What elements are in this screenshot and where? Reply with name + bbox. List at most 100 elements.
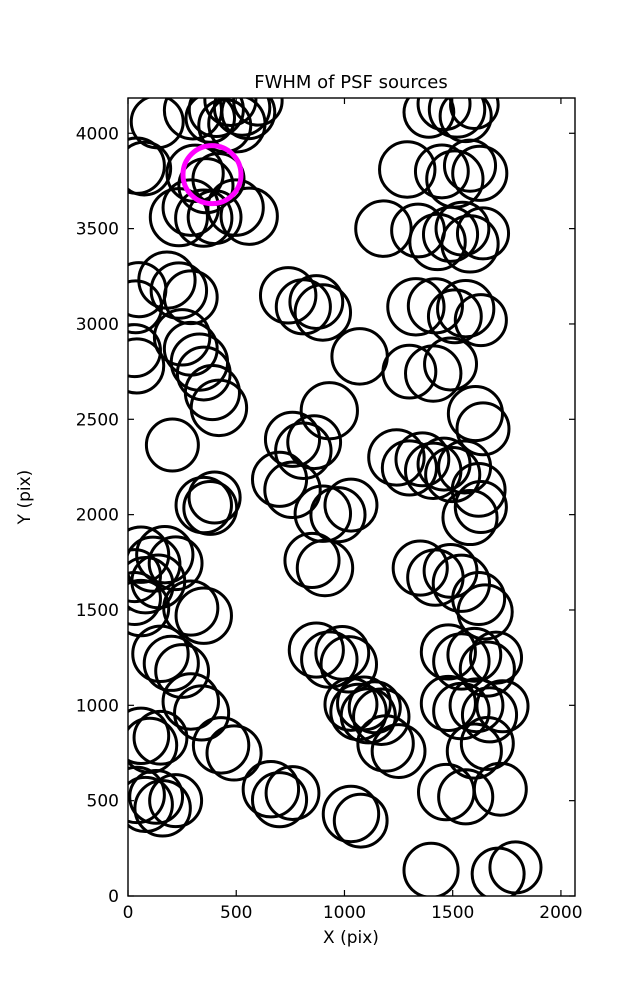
source-marker[interactable] xyxy=(191,716,251,775)
source-marker[interactable] xyxy=(378,140,437,199)
source-marker[interactable] xyxy=(332,792,389,849)
source-marker[interactable] xyxy=(174,188,234,248)
source-marker[interactable] xyxy=(206,178,265,237)
source-marker[interactable] xyxy=(459,715,515,771)
source-marker[interactable] xyxy=(456,583,514,641)
source-marker[interactable] xyxy=(402,87,456,139)
source-marker[interactable] xyxy=(113,706,171,766)
source-marker[interactable] xyxy=(402,841,460,897)
source-marker[interactable] xyxy=(207,96,267,154)
source-marker[interactable] xyxy=(468,630,524,685)
source-marker[interactable] xyxy=(287,621,345,679)
source-marker[interactable] xyxy=(367,428,426,487)
source-marker[interactable] xyxy=(356,714,415,773)
source-marker[interactable] xyxy=(352,687,411,746)
source-marker[interactable] xyxy=(380,439,438,497)
source-marker[interactable] xyxy=(109,571,162,627)
source-marker[interactable] xyxy=(436,279,496,339)
source-marker[interactable] xyxy=(109,765,166,825)
source-marker[interactable] xyxy=(154,643,211,699)
source-marker[interactable] xyxy=(434,200,491,257)
source-marker[interactable] xyxy=(187,470,242,525)
source-marker[interactable] xyxy=(149,261,209,320)
source-marker[interactable] xyxy=(427,82,487,139)
source-marker[interactable] xyxy=(408,212,467,272)
source-marker[interactable] xyxy=(330,327,389,386)
source-marker[interactable] xyxy=(258,266,318,325)
source-marker[interactable] xyxy=(189,378,249,438)
source-marker[interactable] xyxy=(109,548,162,604)
source-marker[interactable] xyxy=(174,586,233,645)
source-marker[interactable] xyxy=(455,206,511,261)
source-marker[interactable] xyxy=(250,771,309,829)
source-marker[interactable] xyxy=(391,539,449,597)
source-marker[interactable] xyxy=(431,553,491,613)
source-marker[interactable] xyxy=(144,417,200,473)
source-marker[interactable] xyxy=(370,723,427,779)
source-marker[interactable] xyxy=(450,461,507,518)
source-marker[interactable] xyxy=(293,484,353,543)
source-marker[interactable] xyxy=(441,488,499,547)
source-marker[interactable] xyxy=(205,724,263,782)
source-marker[interactable] xyxy=(323,676,379,732)
source-marker[interactable] xyxy=(173,684,231,742)
source-marker[interactable] xyxy=(263,460,322,520)
source-marker[interactable] xyxy=(394,431,451,488)
source-marker[interactable] xyxy=(488,840,543,895)
source-marker[interactable] xyxy=(453,479,508,535)
source-marker[interactable] xyxy=(475,679,530,734)
source-marker[interactable] xyxy=(321,784,381,844)
source-marker[interactable] xyxy=(148,187,209,248)
source-marker[interactable] xyxy=(423,336,479,392)
source-marker[interactable] xyxy=(299,381,359,441)
source-marker[interactable] xyxy=(283,531,341,589)
source-marker[interactable] xyxy=(426,288,483,345)
source-marker[interactable] xyxy=(263,410,322,468)
source-marker[interactable] xyxy=(432,632,491,691)
source-marker[interactable] xyxy=(184,94,236,144)
source-marker[interactable] xyxy=(446,626,503,683)
source-marker[interactable] xyxy=(413,143,470,200)
source-marker[interactable] xyxy=(419,674,477,732)
source-marker[interactable] xyxy=(286,414,343,471)
source-marker[interactable] xyxy=(133,779,192,838)
source-marker[interactable] xyxy=(132,709,189,766)
source-marker[interactable] xyxy=(437,768,495,826)
highlighted-source-marker[interactable] xyxy=(180,143,244,207)
source-marker[interactable] xyxy=(451,571,507,627)
source-marker[interactable] xyxy=(453,293,508,348)
source-marker[interactable] xyxy=(424,446,482,504)
source-marker[interactable] xyxy=(219,186,279,246)
source-marker[interactable] xyxy=(183,364,241,422)
source-marker[interactable] xyxy=(309,486,367,544)
source-marker[interactable] xyxy=(241,760,301,819)
source-marker[interactable] xyxy=(449,81,500,130)
source-marker[interactable] xyxy=(110,337,166,395)
source-marker[interactable] xyxy=(300,630,359,689)
source-marker[interactable] xyxy=(419,623,477,681)
source-marker[interactable] xyxy=(323,477,379,533)
source-marker[interactable] xyxy=(264,765,321,821)
source-marker[interactable] xyxy=(442,138,498,193)
source-marker[interactable] xyxy=(203,74,258,127)
source-marker[interactable] xyxy=(161,672,220,731)
source-marker[interactable] xyxy=(460,686,519,744)
source-marker[interactable] xyxy=(288,274,345,330)
source-marker[interactable] xyxy=(354,199,413,258)
source-marker[interactable] xyxy=(131,624,190,684)
source-marker[interactable] xyxy=(129,96,185,150)
source-marker[interactable] xyxy=(422,542,479,599)
source-marker[interactable] xyxy=(319,635,379,694)
source-marker[interactable] xyxy=(404,344,463,403)
source-marker[interactable] xyxy=(421,205,480,263)
source-marker[interactable] xyxy=(458,640,516,698)
source-marker[interactable] xyxy=(147,535,204,592)
source-marker[interactable] xyxy=(142,634,200,692)
source-marker[interactable] xyxy=(148,773,204,829)
source-marker[interactable] xyxy=(274,421,333,480)
source-marker[interactable] xyxy=(250,450,309,508)
source-marker[interactable] xyxy=(440,214,500,274)
source-marker[interactable] xyxy=(448,677,505,734)
source-marker[interactable] xyxy=(347,680,402,735)
source-marker[interactable] xyxy=(113,525,171,584)
